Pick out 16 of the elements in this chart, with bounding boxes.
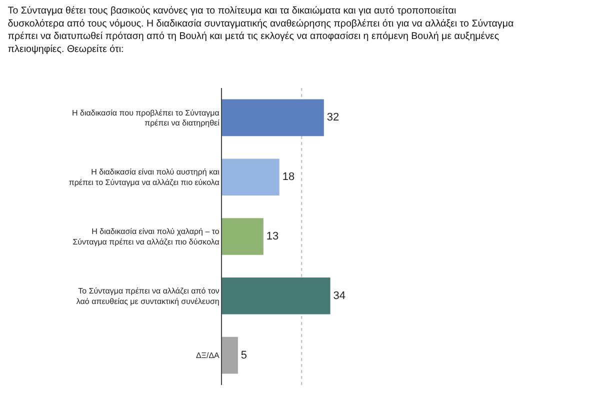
bar	[222, 218, 264, 255]
y-tick-label: Το Σύνταγμα πρέπει να αλλάζει από τον λαό απευθείας με συντακτική συνέλευση	[76, 286, 220, 306]
bar	[222, 277, 330, 314]
data-label: 34	[333, 290, 346, 302]
chart-title: Το Σύνταγμα θέτει τους βασικούς κανόνες για το πολίτευμα και τα δικαιώματα και για αυτό τροποποιείται δυσκολότερα από τους νόμους. Η διαδικασία συνταγματικής αναθεώρησης προβλέπει ότι για να αλλάξει το Σύνταγμα πρέπει να διατυπωθεί πρόταση από τη Βουλή και μετά τις εκλογές να αποφασίσει η επόμενη Βουλή με αυξημένες πλειοψηφίες. Θεωρείτε ότι:	[8, 6, 514, 55]
bar	[222, 158, 280, 196]
bar	[222, 336, 238, 374]
y-tick-label: ΔΞ/ΔΑ	[196, 351, 220, 360]
data-label: 5	[240, 349, 248, 362]
y-tick-label: Η διαδικασία που προβλέπει το Σύνταγμα πρέπει να διατηρηθεί	[72, 108, 220, 128]
y-tick-label: Η διαδικασία είναι πολύ χαλαρή – το Σύνταγμα πρέπει να αλλάζει πιο δύσκολα	[72, 227, 220, 246]
data-label: 32	[326, 112, 340, 124]
bar	[222, 99, 324, 136]
y-tick-label: Η διαδικασία είναι πολύ αυστηρή και πρέπει το Σύνταγμα να αλλάζει πιο εύκολα	[68, 168, 220, 188]
data-label: 13	[266, 230, 279, 242]
data-label: 18	[282, 171, 295, 184]
